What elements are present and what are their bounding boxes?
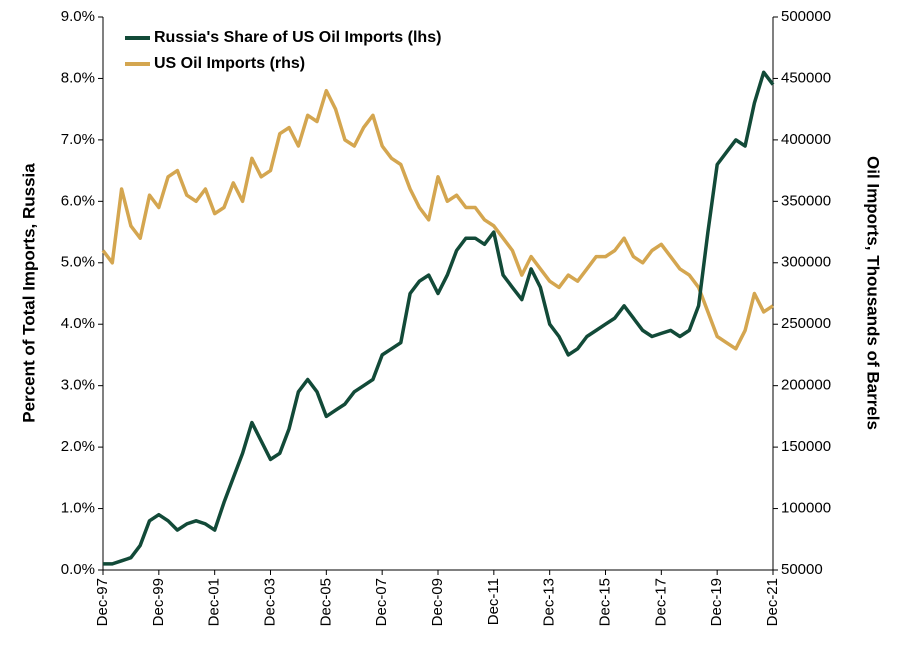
x-tick-label: Dec-03: [261, 578, 278, 626]
y2-tick-label: 50000: [781, 561, 823, 578]
y-tick-label: 5.0%: [61, 254, 95, 271]
x-tick-label: Dec-19: [708, 578, 725, 626]
y-tick-label: 7.0%: [61, 131, 95, 148]
series-line: [101, 88, 774, 351]
x-tick-label: Dec-17: [652, 578, 669, 626]
x-tick-label: Dec-21: [764, 578, 781, 626]
x-tick-label: Dec-11: [485, 578, 502, 625]
y2-tick-label: 400000: [781, 131, 831, 148]
y2-tick-label: 100000: [781, 500, 831, 517]
y2-tick-label: 200000: [781, 377, 831, 394]
y2-tick-label: 350000: [781, 192, 831, 209]
x-tick-label: Dec-15: [596, 578, 613, 626]
y2-axis-label: Oil Imports, Thousands of Barrels: [864, 156, 883, 430]
x-tick-label: Dec-99: [150, 578, 167, 626]
x-tick-label: Dec-05: [317, 578, 334, 626]
legend-label: US Oil Imports (rhs): [154, 55, 305, 72]
y2-tick-label: 450000: [781, 69, 831, 86]
x-tick-label: Dec-01: [206, 578, 223, 626]
x-tick-label: Dec-13: [541, 578, 558, 626]
y2-tick-label: 250000: [781, 315, 831, 332]
x-tick-label: Dec-97: [94, 578, 111, 626]
y2-tick-label: 500000: [781, 8, 831, 25]
y-tick-label: 4.0%: [61, 315, 95, 332]
series-line: [103, 70, 775, 566]
y-tick-label: 6.0%: [61, 192, 95, 209]
x-tick-label: Dec-07: [373, 578, 390, 626]
y-tick-label: 1.0%: [61, 500, 95, 517]
x-tick-label: Dec-09: [429, 578, 446, 626]
y-tick-label: 2.0%: [61, 438, 95, 455]
legend-label: Russia's Share of US Oil Imports (lhs): [154, 29, 441, 46]
y2-tick-label: 300000: [781, 254, 831, 271]
y-tick-label: 8.0%: [61, 69, 95, 86]
y-tick-label: 9.0%: [61, 8, 95, 25]
y-tick-label: 3.0%: [61, 377, 95, 394]
y2-tick-label: 150000: [781, 438, 831, 455]
y-tick-label: 0.0%: [61, 561, 95, 578]
y-axis-label: Percent of Total Imports, Russia: [19, 163, 38, 423]
